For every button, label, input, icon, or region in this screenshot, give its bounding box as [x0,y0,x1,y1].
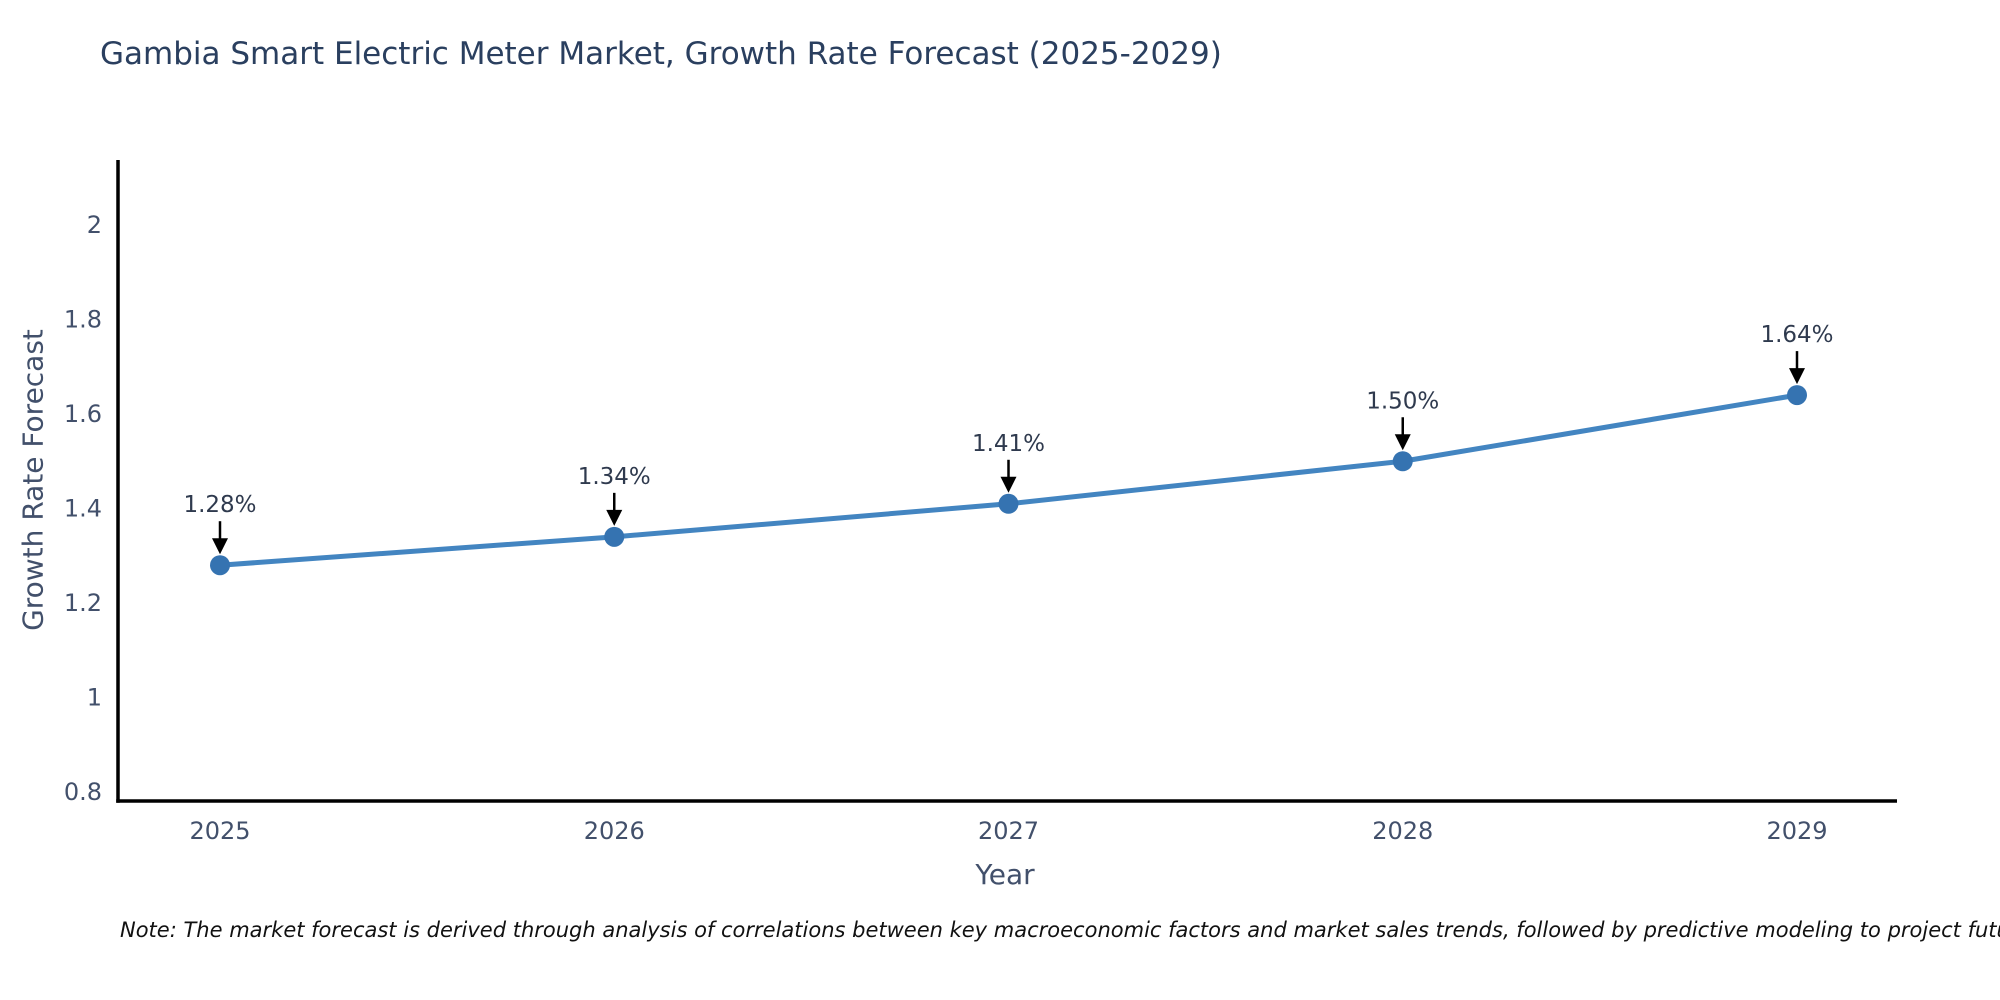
y-axis-title: Growth Rate Forecast [16,329,50,631]
data-point-2029[interactable] [1787,385,1807,406]
point-annotation: 1.50% [1366,388,1439,414]
point-annotation: 1.64% [1760,322,1833,348]
x-tick-label: 2027 [978,817,1039,845]
annotation-arrowhead-icon [212,538,228,555]
annotation-arrowhead-icon [1394,434,1411,451]
chart-title: Gambia Smart Electric Meter Market, Grow… [100,36,1222,72]
footnote: Note: The market forecast is derived thr… [120,918,2000,942]
y-tick-label: 1 [87,684,102,712]
y-tick-label: 1.8 [64,306,102,334]
y-tick-label: 1.6 [64,400,102,428]
data-point-2026[interactable] [604,526,625,547]
y-tick-label: 1.2 [64,589,102,617]
point-annotation: 1.28% [183,492,256,518]
x-tick-label: 2028 [1372,817,1433,845]
point-annotation: 1.34% [578,464,651,490]
x-tick-label: 2025 [189,817,250,845]
point-annotation: 1.41% [972,431,1045,457]
y-tick-label: 1.4 [64,495,102,523]
annotation-arrowhead-icon [1789,368,1805,385]
data-point-2027[interactable] [998,493,1019,514]
annotation-arrowhead-icon [1000,476,1017,493]
data-point-2028[interactable] [1392,451,1413,472]
annotation-arrowhead-icon [606,509,623,526]
data-point-2025[interactable] [210,555,230,576]
x-tick-label: 2029 [1766,817,1827,845]
x-tick-label: 2026 [584,817,645,845]
x-axis-title: Year [975,858,1035,891]
y-tick-label: 0.8 [64,778,102,806]
y-tick-label: 2 [87,211,102,239]
